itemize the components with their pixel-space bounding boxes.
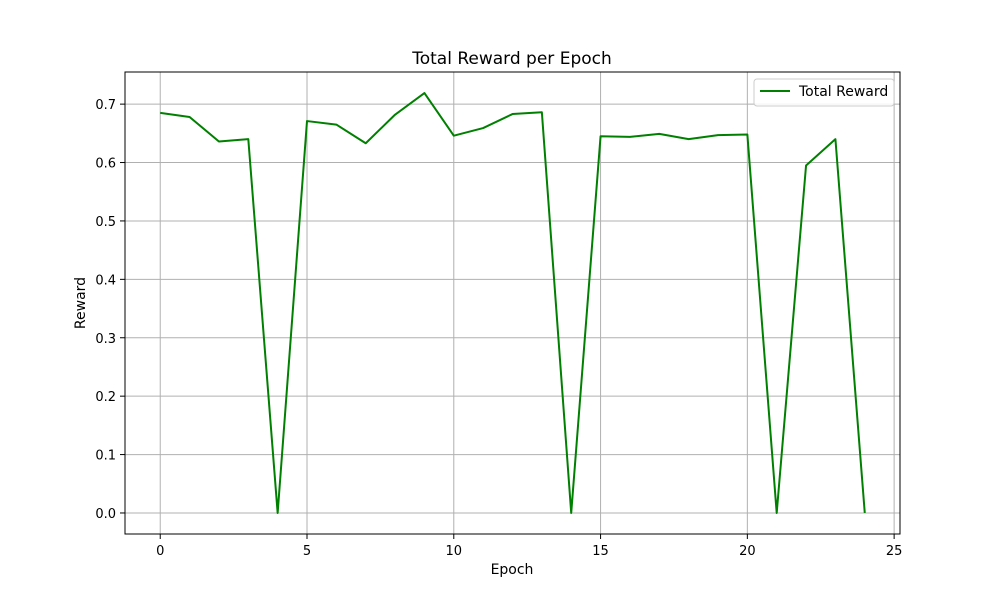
series-line-total-reward (160, 92, 866, 514)
x-axis-ticks: 0 5 10 15 20 25 (156, 534, 902, 559)
y-tick-label: 0.7 (95, 98, 116, 113)
y-tick-label: 0.5 (95, 215, 116, 230)
chart-title: Total Reward per Epoch (411, 49, 612, 69)
y-tick-label: 0.3 (95, 332, 116, 347)
x-axis-label: Epoch (491, 562, 534, 578)
legend: Total Reward (753, 78, 895, 107)
y-tick-label: 0.1 (95, 449, 116, 464)
series-layer (160, 92, 866, 514)
y-tick-label: 0.4 (95, 273, 116, 288)
y-axis-ticks: 0.0 0.1 0.2 0.3 0.4 0.5 0.6 0.7 (95, 98, 125, 522)
x-tick-label: 10 (446, 544, 463, 559)
y-tick-label: 0.0 (95, 507, 116, 522)
y-axis-label: Reward (73, 277, 89, 329)
legend-box (753, 78, 895, 107)
plot-frame (124, 71, 901, 535)
y-tick-label: 0.6 (95, 157, 116, 172)
legend-label-total-reward: Total Reward (798, 84, 888, 100)
y-tick-label: 0.2 (95, 390, 116, 405)
x-tick-label: 0 (156, 544, 164, 559)
grid-lines (125, 72, 900, 534)
x-tick-label: 20 (739, 544, 756, 559)
x-tick-label: 15 (592, 544, 609, 559)
x-tick-label: 25 (886, 544, 903, 559)
x-tick-label: 5 (303, 544, 311, 559)
